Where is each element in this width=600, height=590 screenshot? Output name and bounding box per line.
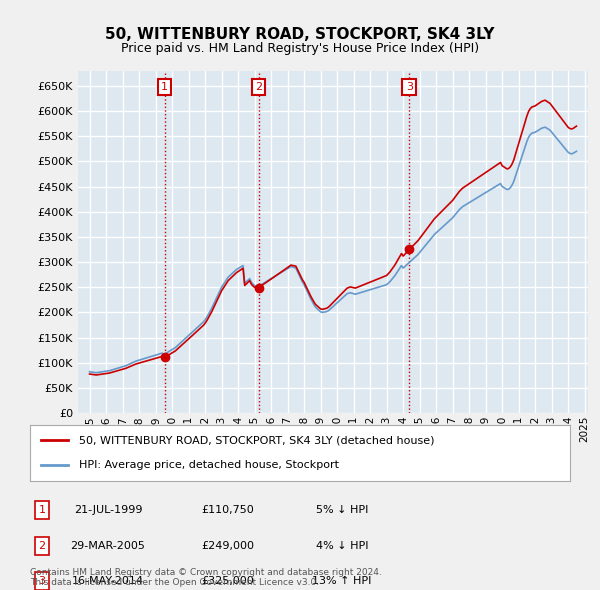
Text: Contains HM Land Registry data © Crown copyright and database right 2024.
This d: Contains HM Land Registry data © Crown c… <box>30 568 382 587</box>
Text: 50, WITTENBURY ROAD, STOCKPORT, SK4 3LY: 50, WITTENBURY ROAD, STOCKPORT, SK4 3LY <box>105 27 495 41</box>
Text: 4% ↓ HPI: 4% ↓ HPI <box>316 541 368 550</box>
Text: £110,750: £110,750 <box>202 506 254 515</box>
Text: 13% ↑ HPI: 13% ↑ HPI <box>313 576 371 586</box>
Text: 5% ↓ HPI: 5% ↓ HPI <box>316 506 368 515</box>
Text: £249,000: £249,000 <box>202 541 254 550</box>
Text: £325,000: £325,000 <box>202 576 254 586</box>
Text: 29-MAR-2005: 29-MAR-2005 <box>71 541 145 550</box>
Text: 2: 2 <box>38 541 46 550</box>
Text: 2: 2 <box>255 82 262 92</box>
Text: 1: 1 <box>38 506 46 515</box>
Text: 1: 1 <box>161 82 168 92</box>
Text: 3: 3 <box>38 576 46 586</box>
Text: 50, WITTENBURY ROAD, STOCKPORT, SK4 3LY (detached house): 50, WITTENBURY ROAD, STOCKPORT, SK4 3LY … <box>79 435 434 445</box>
Text: 16-MAY-2014: 16-MAY-2014 <box>72 576 144 586</box>
Text: 3: 3 <box>406 82 413 92</box>
Text: Price paid vs. HM Land Registry's House Price Index (HPI): Price paid vs. HM Land Registry's House … <box>121 42 479 55</box>
Text: 21-JUL-1999: 21-JUL-1999 <box>74 506 142 515</box>
Text: HPI: Average price, detached house, Stockport: HPI: Average price, detached house, Stoc… <box>79 460 338 470</box>
